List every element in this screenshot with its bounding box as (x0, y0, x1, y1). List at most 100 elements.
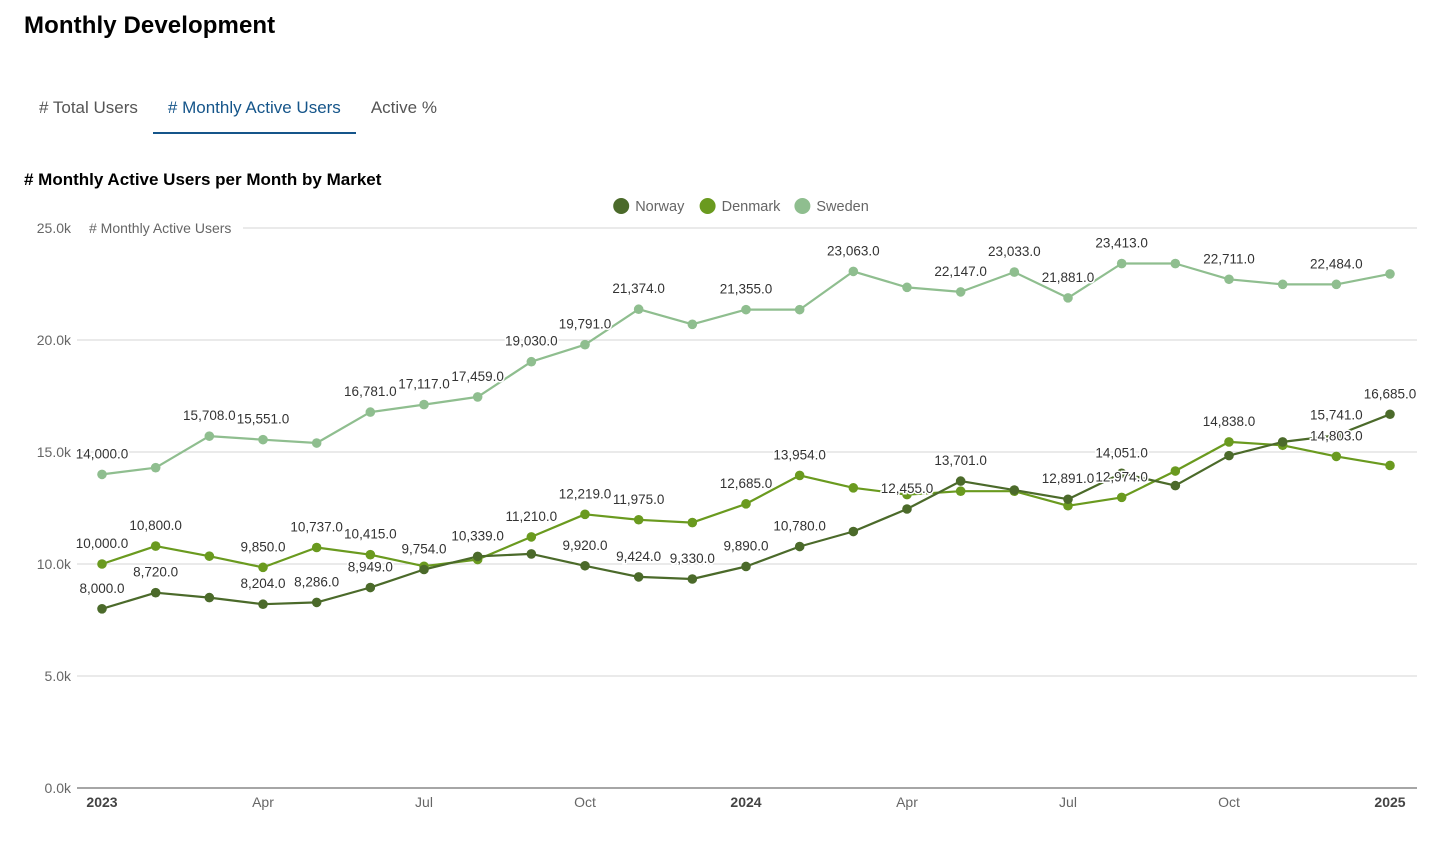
data-label-sweden: 15,551.0 (237, 412, 290, 427)
x-tick-label: Apr (896, 794, 918, 810)
data-label-denmark: 12,219.0 (559, 486, 612, 501)
data-label-denmark: 14,838.0 (1203, 414, 1256, 429)
data-point-sweden (902, 282, 912, 293)
legend-label: Sweden (816, 199, 868, 215)
data-label-denmark: 11,975.0 (613, 492, 665, 507)
data-label-norway: 16,685.0 (1364, 386, 1417, 401)
data-point-sweden (1224, 274, 1234, 285)
data-point-sweden (472, 392, 483, 402)
legend[interactable]: Norway Denmark Sweden (613, 198, 869, 215)
data-label-norway: 8,000.0 (79, 581, 124, 596)
data-label-norway: 8,286.0 (294, 574, 339, 589)
data-point-denmark (1170, 466, 1181, 476)
data-point-denmark (1385, 460, 1395, 471)
data-point-norway (633, 572, 644, 582)
axes: 0.0k 5.0k 10.0k 15.0k 20.0k 25.0k # Monthly Ac… (37, 220, 1417, 810)
data-point-sweden (1063, 293, 1073, 303)
data-label-sweden: 21,881.0 (1042, 270, 1095, 285)
data-label-norway: 13,701.0 (934, 453, 987, 468)
data-point-norway (204, 592, 215, 603)
legend-label: Denmark (722, 199, 782, 215)
data-point-sweden (419, 399, 429, 410)
data-point-denmark (848, 483, 859, 493)
tab-active-percent[interactable]: Active % (370, 98, 437, 117)
data-point-norway (150, 587, 161, 598)
y-tick-label: 20.0k (37, 332, 72, 348)
data-label-sweden: 17,117.0 (398, 377, 450, 392)
data-point-norway (1385, 409, 1395, 420)
data-point-norway (472, 551, 483, 562)
data-label-denmark: 9,850.0 (240, 539, 285, 554)
data-point-denmark (204, 551, 215, 561)
data-label-norway: 9,890.0 (723, 538, 768, 553)
data-point-denmark (687, 517, 698, 528)
tab-total-users[interactable]: # Total Users (39, 98, 138, 117)
data-point-norway (955, 476, 966, 486)
data-point-denmark (794, 470, 805, 481)
data-point-norway (741, 561, 751, 572)
data-point-denmark (902, 489, 912, 500)
legend-item-sweden[interactable]: Sweden (794, 198, 869, 215)
x-tick-label: Apr (252, 794, 274, 810)
data-label-norway: 9,920.0 (562, 538, 607, 553)
data-label-norway: 14,051.0 (1095, 445, 1148, 460)
data-label-norway: 9,424.0 (616, 549, 661, 564)
data-label-norway: 8,949.0 (348, 560, 393, 575)
legend-item-denmark[interactable]: Denmark (699, 198, 782, 215)
data-point-norway (258, 599, 268, 610)
data-point-sweden (526, 356, 537, 367)
data-point-denmark (526, 532, 537, 542)
data-point-norway (1331, 430, 1342, 441)
data-label-denmark: 10,415.0 (344, 527, 397, 542)
data-label-denmark: 10,737.0 (290, 519, 343, 534)
data-label-denmark: 13,954.0 (773, 447, 826, 462)
data-label-norway: 12,455.0 (881, 481, 934, 496)
data-point-norway (848, 526, 859, 537)
data-point-denmark (633, 514, 644, 525)
data-point-norway (1009, 485, 1020, 495)
data-label-sweden: 19,791.0 (559, 317, 612, 332)
tab-monthly-active-users[interactable]: # Monthly Active Users (152, 88, 356, 134)
data-point-norway (687, 574, 698, 584)
y-axis-title: # Monthly Active Users (89, 220, 231, 236)
page-title: Monthly Development (24, 12, 276, 39)
data-label-norway: 9,754.0 (401, 542, 446, 557)
data-label-sweden: 19,030.0 (505, 334, 558, 349)
data-label-sweden: 17,459.0 (451, 369, 504, 384)
data-point-sweden (794, 304, 805, 315)
data-point-denmark (741, 499, 751, 509)
data-point-norway (311, 597, 322, 608)
data-points (97, 258, 1395, 614)
data-point-norway (1170, 480, 1181, 491)
y-tick-label: 0.0k (45, 780, 72, 796)
data-labels: 8,000.0 8,720.0 8,204.0 8,286.0 8,949.0 9,754… (74, 234, 1418, 597)
data-point-norway (526, 549, 537, 559)
legend-swatch (613, 198, 630, 214)
data-label-sweden: 23,033.0 (988, 244, 1041, 259)
data-point-sweden (741, 304, 751, 315)
legend-item-norway[interactable]: Norway (613, 198, 685, 215)
data-label-denmark: 10,000.0 (76, 536, 129, 551)
data-point-denmark (955, 486, 966, 497)
data-label-sweden: 22,147.0 (934, 264, 987, 279)
data-label-norway: 10,780.0 (773, 519, 826, 534)
x-tick-label: 2023 (86, 794, 117, 810)
y-tick-label: 25.0k (37, 220, 72, 236)
data-label-sweden: 16,781.0 (344, 384, 397, 399)
data-label-sweden: 23,063.0 (827, 243, 880, 258)
x-tick-label: Oct (1218, 794, 1240, 810)
data-point-norway (1277, 437, 1288, 447)
data-point-sweden (1331, 279, 1342, 290)
data-point-norway (419, 564, 429, 575)
x-tick-label: Jul (415, 794, 433, 810)
data-point-denmark (150, 541, 161, 551)
x-tick-label: Jul (1059, 794, 1077, 810)
data-point-sweden (311, 438, 322, 448)
x-tick-label: 2025 (1374, 794, 1405, 810)
data-label-sweden: 14,000.0 (76, 446, 129, 461)
data-label-denmark: 12,685.0 (720, 476, 773, 491)
data-label-norway: 8,204.0 (240, 576, 285, 591)
data-point-norway (580, 560, 590, 571)
data-point-sweden (848, 266, 859, 277)
